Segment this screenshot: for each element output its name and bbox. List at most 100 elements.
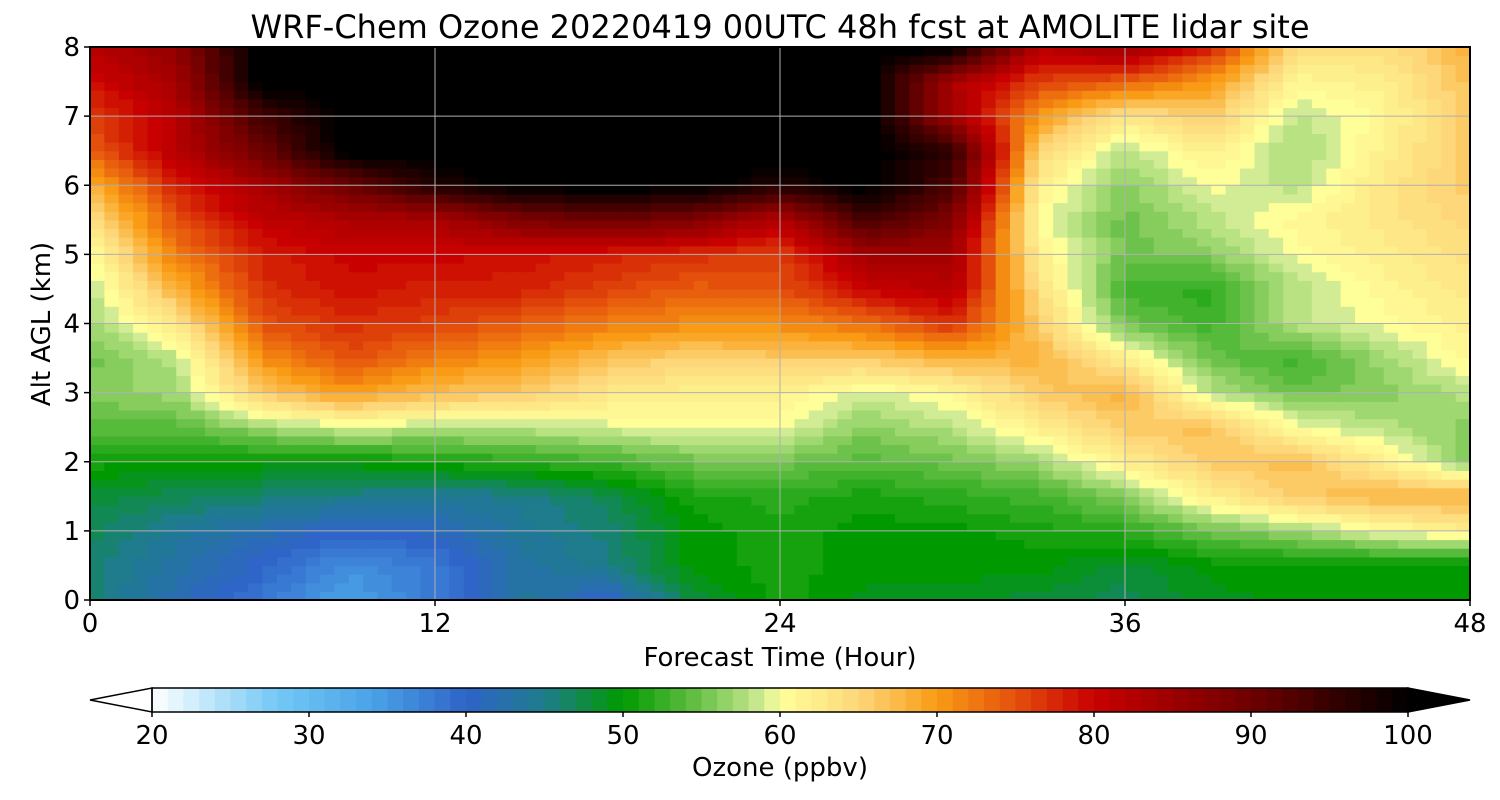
field-cell (636, 185, 652, 195)
field-cell (1067, 401, 1083, 411)
field-cell (320, 263, 335, 273)
field-cell (751, 435, 767, 446)
field-cell (722, 159, 738, 169)
field-cell (722, 245, 738, 255)
field-cell (1297, 487, 1313, 497)
field-cell (463, 237, 479, 247)
field-cell (751, 565, 767, 575)
field-cell (621, 392, 637, 402)
field-cell (995, 297, 1011, 307)
field-cell (665, 159, 680, 169)
field-cell (478, 349, 494, 359)
field-cell (621, 401, 637, 411)
field-cell (736, 409, 752, 420)
field-cell (1383, 340, 1399, 351)
field-cell (1168, 237, 1184, 247)
field-cell (233, 444, 249, 454)
field-cell (377, 176, 393, 186)
field-cell (1053, 280, 1069, 290)
field-cell (1441, 254, 1457, 264)
field-cell (823, 375, 839, 385)
field-cell (449, 383, 465, 394)
field-cell (1110, 202, 1126, 212)
field-cell (751, 254, 767, 264)
field-cell (952, 496, 968, 506)
field-cell (104, 496, 120, 506)
field-cell (909, 193, 925, 204)
field-cell (1455, 427, 1471, 437)
field-cell (305, 150, 321, 160)
field-cell (463, 591, 479, 601)
field-cell (765, 150, 781, 160)
field-cell (952, 254, 968, 264)
field-cell (823, 193, 839, 204)
field-cell (133, 228, 149, 238)
field-cell (578, 556, 594, 567)
field-cell (291, 574, 307, 584)
field-cell (161, 349, 177, 359)
field-cell (1326, 556, 1342, 567)
field-cell (1010, 219, 1025, 230)
field-cell (118, 142, 134, 152)
field-cell (1053, 530, 1069, 541)
field-cell (765, 479, 781, 489)
field-cell (449, 159, 465, 169)
field-cell (1096, 591, 1112, 601)
field-cell (665, 539, 680, 549)
field-cell (995, 167, 1011, 178)
field-cell (1441, 375, 1457, 385)
field-cell (1038, 280, 1054, 290)
field-cell (1081, 314, 1097, 325)
field-cell (708, 237, 724, 247)
field-cell (348, 565, 364, 575)
field-cell (866, 401, 882, 411)
field-cell (506, 418, 522, 428)
field-cell (780, 375, 795, 385)
field-cell (1254, 418, 1270, 428)
field-cell (1369, 271, 1385, 281)
field-cell (363, 574, 379, 584)
field-cell (363, 522, 379, 532)
field-cell (851, 409, 867, 420)
field-cell (1110, 470, 1126, 480)
field-cell (1110, 185, 1126, 195)
field-cell (679, 444, 695, 454)
field-cell (420, 591, 436, 601)
field-cell (1355, 496, 1370, 506)
field-cell (1441, 409, 1457, 420)
field-cell (1196, 375, 1212, 385)
field-cell (1010, 193, 1025, 204)
field-cell (161, 332, 177, 342)
field-cell (981, 487, 997, 497)
field-cell (1225, 427, 1241, 437)
field-cell (665, 263, 680, 273)
field-cell (276, 565, 292, 575)
field-cell (679, 228, 695, 238)
field-cell (1268, 470, 1284, 480)
field-cell (1412, 461, 1428, 471)
field-cell (377, 314, 393, 325)
field-cell (1096, 332, 1112, 342)
field-cell (1268, 461, 1284, 471)
field-cell (995, 556, 1011, 567)
field-cell (1225, 366, 1241, 376)
field-cell (248, 530, 264, 541)
field-cell (363, 358, 379, 368)
field-cell (938, 288, 954, 299)
field-cell (104, 271, 120, 281)
field-cell (1340, 245, 1356, 255)
field-cell (463, 574, 479, 584)
field-cell (751, 150, 767, 160)
field-cell (190, 288, 206, 299)
field-cell (578, 461, 594, 471)
field-cell (564, 401, 580, 411)
field-cell (952, 237, 968, 247)
field-cell (233, 591, 249, 601)
field-cell (1383, 349, 1399, 359)
field-cell (233, 159, 249, 169)
field-cell (521, 444, 537, 454)
field-cell (981, 245, 997, 255)
field-cell (636, 323, 652, 333)
field-cell (1225, 228, 1241, 238)
field-cell (995, 288, 1011, 299)
